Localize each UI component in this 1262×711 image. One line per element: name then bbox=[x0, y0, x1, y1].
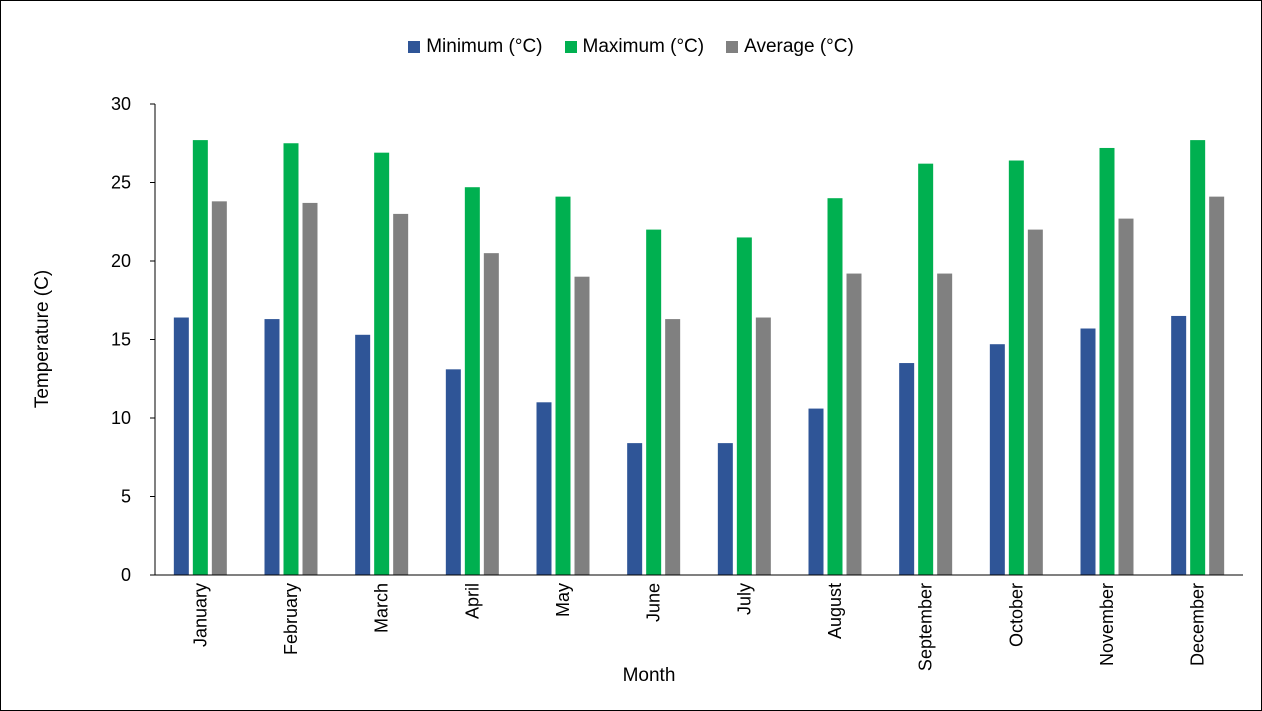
bar bbox=[646, 229, 662, 575]
bar bbox=[918, 163, 934, 575]
bar bbox=[574, 276, 590, 575]
legend-item-minimum: Minimum (°C) bbox=[408, 36, 543, 58]
x-tick-label: August bbox=[825, 583, 845, 639]
y-tick-label: 15 bbox=[111, 330, 131, 350]
bar bbox=[827, 198, 843, 575]
x-tick-label: November bbox=[1097, 583, 1117, 666]
y-axis-title: Temperature (C) bbox=[32, 270, 53, 408]
y-tick-label: 0 bbox=[121, 565, 131, 585]
bar bbox=[264, 319, 280, 575]
bar bbox=[736, 237, 752, 575]
bar bbox=[283, 143, 299, 575]
bar bbox=[937, 273, 953, 575]
legend-label-minimum: Minimum (°C) bbox=[426, 36, 543, 57]
legend-swatch-maximum bbox=[564, 41, 577, 53]
x-tick-label: June bbox=[644, 583, 664, 622]
bar bbox=[445, 369, 461, 575]
x-tick-label: October bbox=[1006, 583, 1026, 647]
plot-area: 0 5 10 15 20 25 30 January February March April May… bbox=[111, 94, 1243, 671]
legend-swatch-minimum bbox=[408, 41, 421, 53]
x-tick-label: March bbox=[372, 583, 392, 633]
x-tick-label: May bbox=[553, 583, 573, 617]
bar bbox=[1008, 160, 1024, 575]
legend-item-maximum: Maximum (°C) bbox=[564, 36, 705, 58]
bar bbox=[1209, 196, 1225, 575]
x-tick-label: February bbox=[281, 583, 301, 655]
bar bbox=[393, 213, 409, 575]
x-tick-label: December bbox=[1188, 583, 1208, 666]
bar bbox=[173, 317, 189, 575]
y-tick-label: 30 bbox=[111, 94, 131, 114]
bar bbox=[665, 319, 681, 575]
bar bbox=[1118, 218, 1134, 576]
y-tick-label: 10 bbox=[111, 408, 131, 428]
bar bbox=[483, 253, 499, 575]
bar bbox=[989, 344, 1005, 575]
bar bbox=[374, 152, 390, 576]
bar bbox=[1027, 229, 1043, 575]
bar bbox=[302, 202, 318, 575]
bar bbox=[1099, 147, 1115, 575]
bar bbox=[536, 402, 552, 575]
y-tick-label: 5 bbox=[121, 487, 131, 507]
x-tick-label: April bbox=[462, 583, 482, 619]
bar bbox=[755, 317, 771, 575]
bar bbox=[192, 140, 208, 576]
legend: Minimum (°C) Maximum (°C) Average (°C) bbox=[0, 36, 1262, 58]
legend-label-average: Average (°C) bbox=[744, 36, 854, 57]
bar bbox=[211, 201, 227, 575]
bar bbox=[1190, 140, 1206, 576]
x-tick-label: January bbox=[190, 583, 210, 647]
bar bbox=[1080, 328, 1096, 575]
bar bbox=[808, 408, 824, 575]
legend-item-average: Average (°C) bbox=[726, 36, 854, 58]
bar bbox=[627, 443, 643, 575]
bar bbox=[464, 187, 480, 575]
bar bbox=[555, 196, 571, 575]
bar bbox=[899, 363, 915, 575]
bar bbox=[1171, 315, 1187, 575]
y-tick-label: 20 bbox=[111, 251, 131, 271]
legend-label-maximum: Maximum (°C) bbox=[582, 36, 705, 57]
x-tick-label: September bbox=[916, 583, 936, 671]
bar bbox=[717, 443, 733, 575]
bar bbox=[355, 334, 371, 575]
x-tick-label: July bbox=[734, 583, 754, 615]
legend-swatch-average bbox=[726, 41, 739, 53]
bar bbox=[846, 273, 862, 575]
y-tick-label: 25 bbox=[111, 173, 131, 193]
x-axis-title: Month bbox=[623, 665, 676, 686]
